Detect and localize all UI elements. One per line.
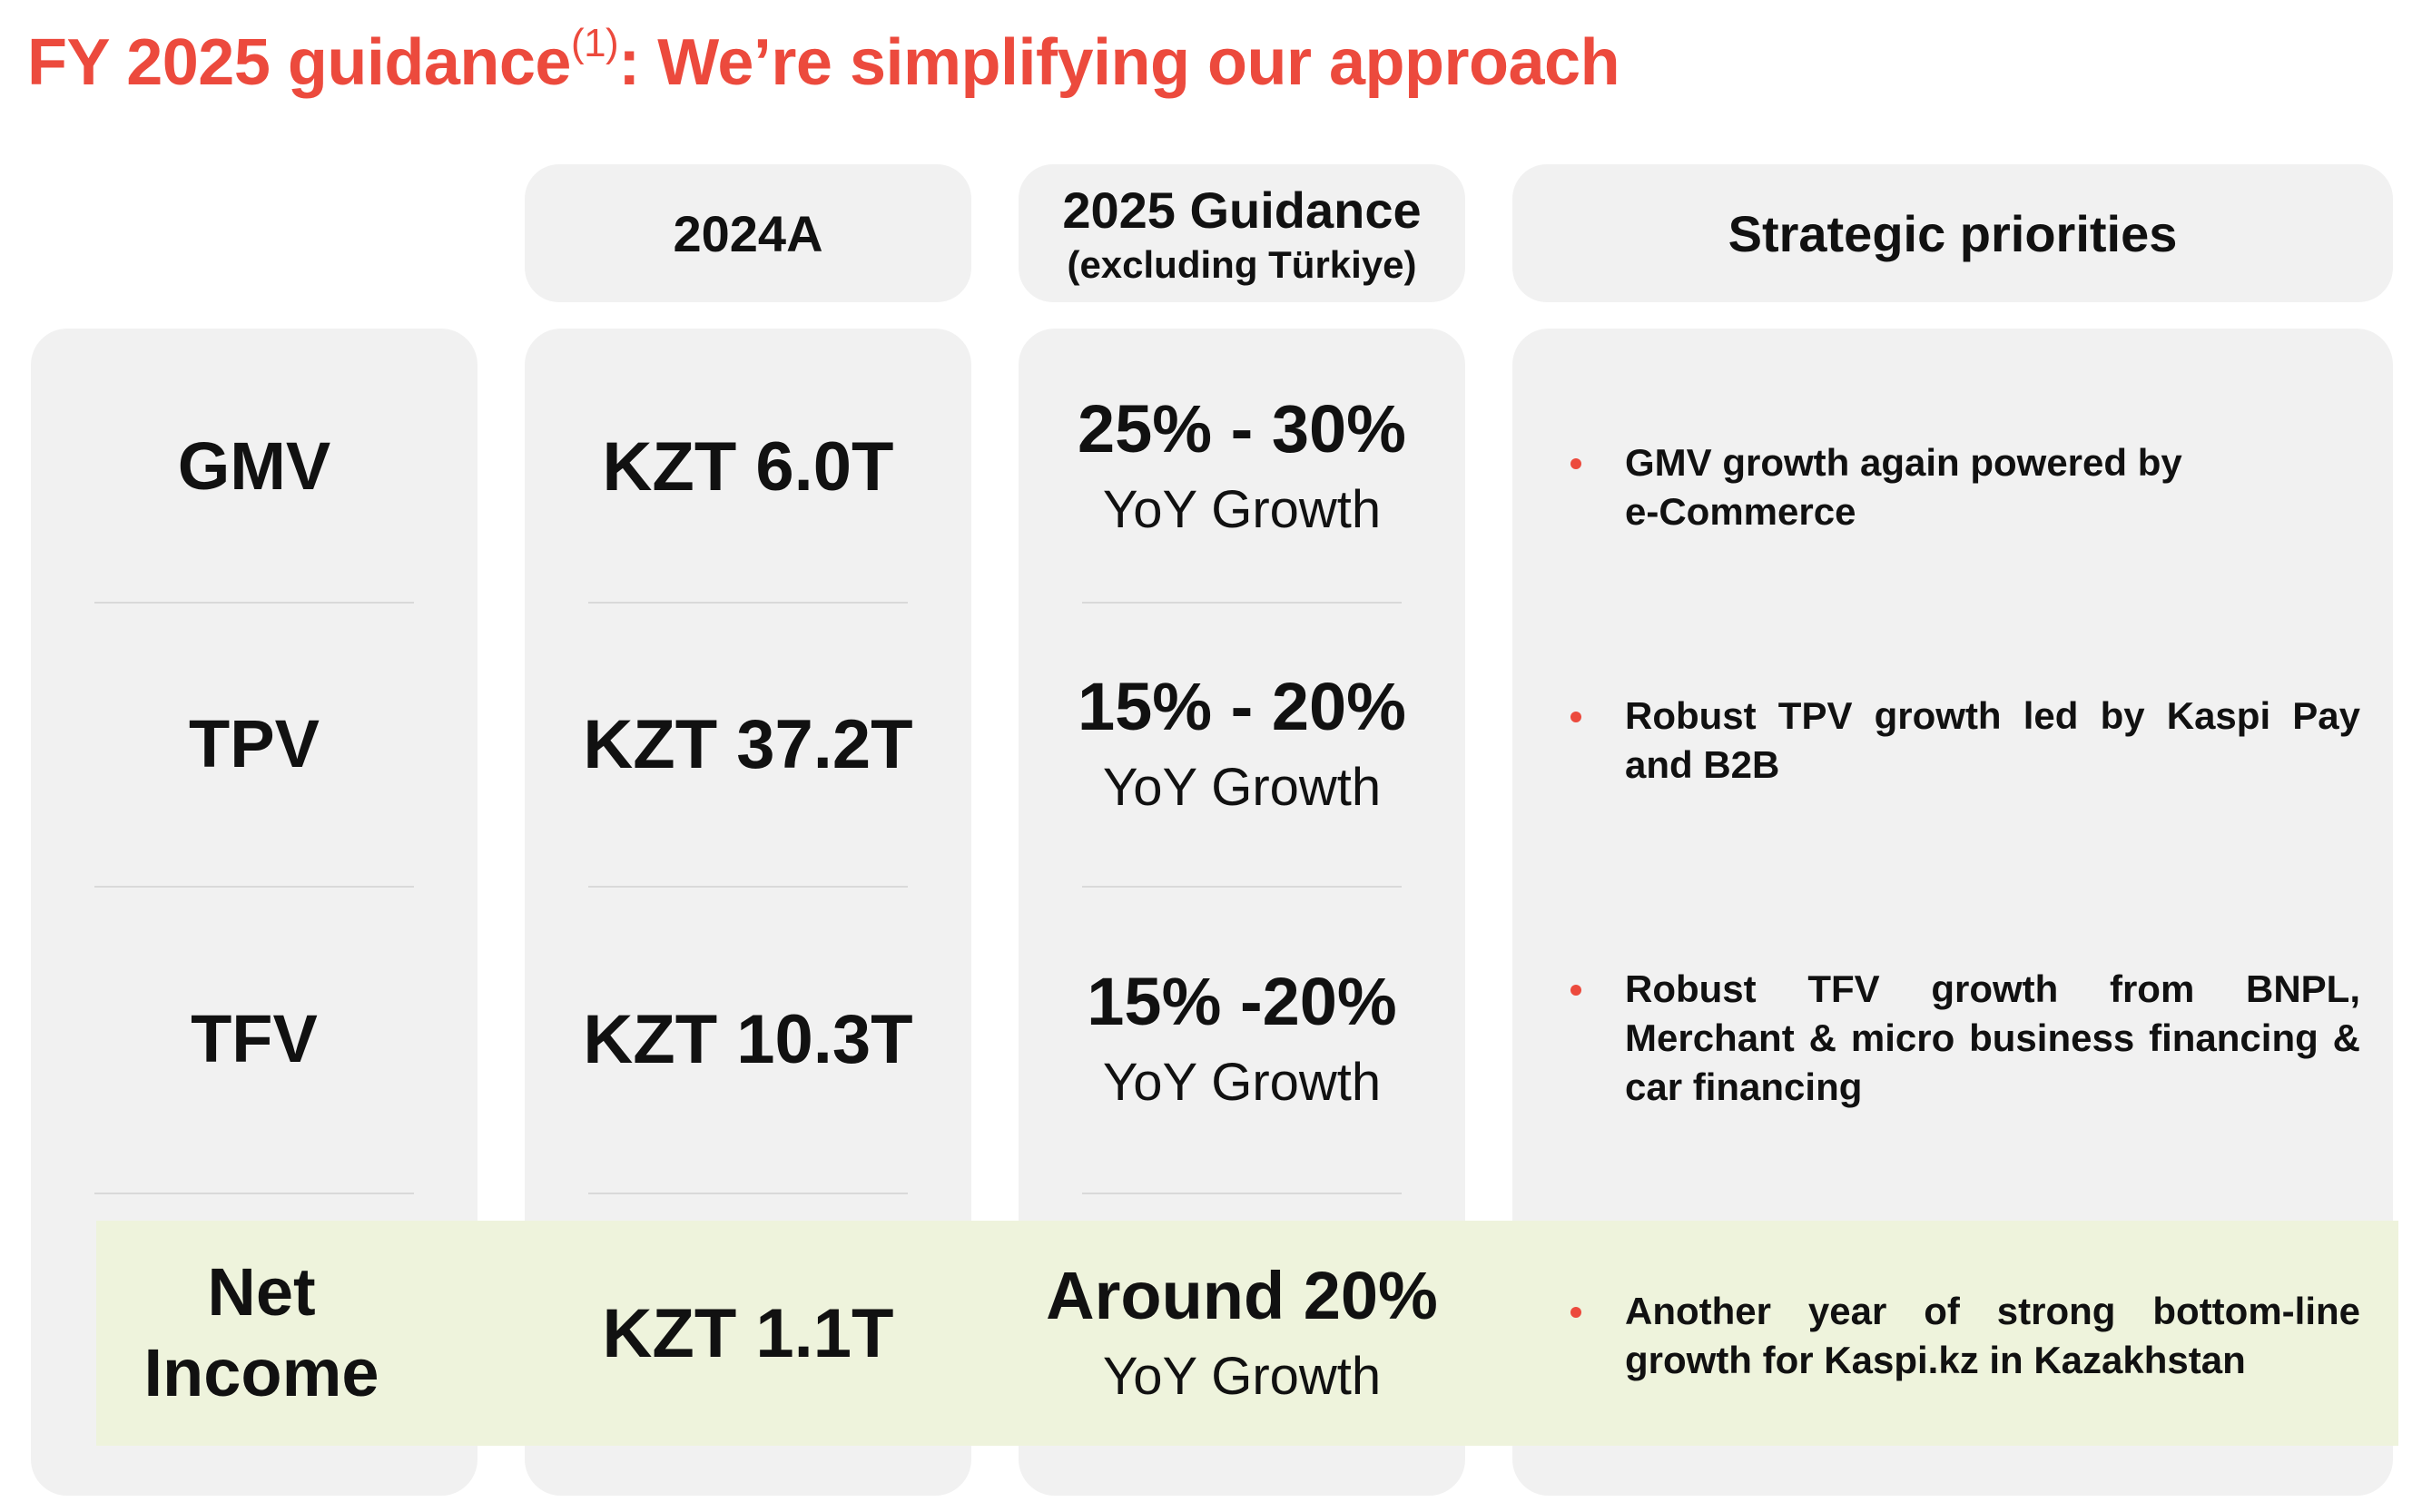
row-tfv-metric: TFV	[31, 917, 478, 1162]
row-divider	[1082, 602, 1402, 604]
row-net-income-metric: Net Income	[96, 1221, 427, 1446]
priority-text: Robust TFV growth from BNPL, Merchant & …	[1625, 967, 2360, 1108]
net-income-highlight	[96, 1221, 2398, 1446]
row-tfv-actual: KZT 10.3T	[525, 917, 971, 1162]
actual-value: KZT 6.0T	[602, 427, 894, 506]
guidance-unit: YoY Growth	[1102, 757, 1382, 817]
row-tpv-priority: Robust TPV growth led by Kaspi Pay and B…	[1570, 692, 2422, 790]
row-divider	[1082, 1193, 1402, 1194]
metric-label: TFV	[191, 1000, 318, 1076]
guidance-unit: YoY Growth	[1102, 479, 1382, 539]
header-guidance-sublabel: (excluding Türkiye)	[1067, 242, 1417, 286]
header-priorities-label: Strategic priorities	[1728, 204, 2178, 262]
guidance-range: Around 20%	[1046, 1257, 1438, 1333]
row-tfv-priority: Robust TFV growth from BNPL, Merchant & …	[1570, 965, 2422, 1112]
header-strategic-priorities: Strategic priorities	[1512, 164, 2393, 302]
actual-value: KZT 37.2T	[583, 705, 913, 783]
row-divider	[588, 602, 908, 604]
header-guidance-label: 2025 Guidance	[1062, 181, 1422, 239]
bullet-icon	[1570, 458, 1581, 469]
metric-label: TPV	[189, 705, 320, 781]
row-gmv-guidance: 25% - 30% YoY Growth	[1019, 363, 1465, 570]
priority-text: GMV growth again powered by e-Commerce	[1625, 441, 2182, 533]
row-net-income-priority: Another year of strong bottom-line growt…	[1570, 1287, 2422, 1385]
guidance-range: 25% - 30%	[1078, 390, 1406, 466]
row-tpv-actual: KZT 37.2T	[525, 635, 971, 853]
header-2024a-label: 2024A	[673, 204, 823, 262]
row-divider	[94, 602, 414, 604]
guidance-range: 15% -20%	[1087, 963, 1397, 1039]
metric-label: GMV	[177, 427, 331, 504]
title-footnote: (1)	[570, 21, 619, 65]
actual-value: KZT 10.3T	[583, 1000, 913, 1078]
actual-value: KZT 1.1T	[602, 1294, 894, 1372]
bullet-icon	[1570, 985, 1581, 996]
header-2025-guidance: 2025 Guidance (excluding Türkiye)	[1019, 164, 1465, 302]
row-divider	[94, 1193, 414, 1194]
row-gmv-actual: KZT 6.0T	[525, 363, 971, 570]
row-gmv-metric: GMV	[31, 363, 478, 570]
guidance-unit: YoY Growth	[1102, 1052, 1382, 1112]
row-gmv-priority: GMV growth again powered by e-Commerce	[1570, 438, 2422, 536]
page-title: FY 2025 guidance(1): We’re simplifying o…	[27, 24, 1620, 100]
metric-label: Net Income	[143, 1254, 379, 1410]
row-divider	[94, 886, 414, 888]
title-main: FY 2025 guidance	[27, 26, 571, 99]
row-net-income-guidance: Around 20% YoY Growth	[1019, 1221, 1465, 1446]
row-tfv-guidance: 15% -20% YoY Growth	[1019, 917, 1465, 1162]
priority-text: Robust TPV growth led by Kaspi Pay and B…	[1625, 694, 2360, 786]
row-divider	[1082, 886, 1402, 888]
row-net-income-actual: KZT 1.1T	[525, 1221, 971, 1446]
title-rest: : We’re simplifying our approach	[618, 26, 1620, 99]
row-divider	[588, 886, 908, 888]
guidance-range: 15% - 20%	[1078, 668, 1406, 744]
guidance-unit: YoY Growth	[1102, 1346, 1382, 1406]
bullet-icon	[1570, 1307, 1581, 1318]
row-divider	[588, 1193, 908, 1194]
bullet-icon	[1570, 712, 1581, 722]
header-2024a: 2024A	[525, 164, 971, 302]
priority-text: Another year of strong bottom-line growt…	[1625, 1290, 2360, 1381]
row-tpv-metric: TPV	[31, 635, 478, 853]
row-tpv-guidance: 15% - 20% YoY Growth	[1019, 635, 1465, 853]
